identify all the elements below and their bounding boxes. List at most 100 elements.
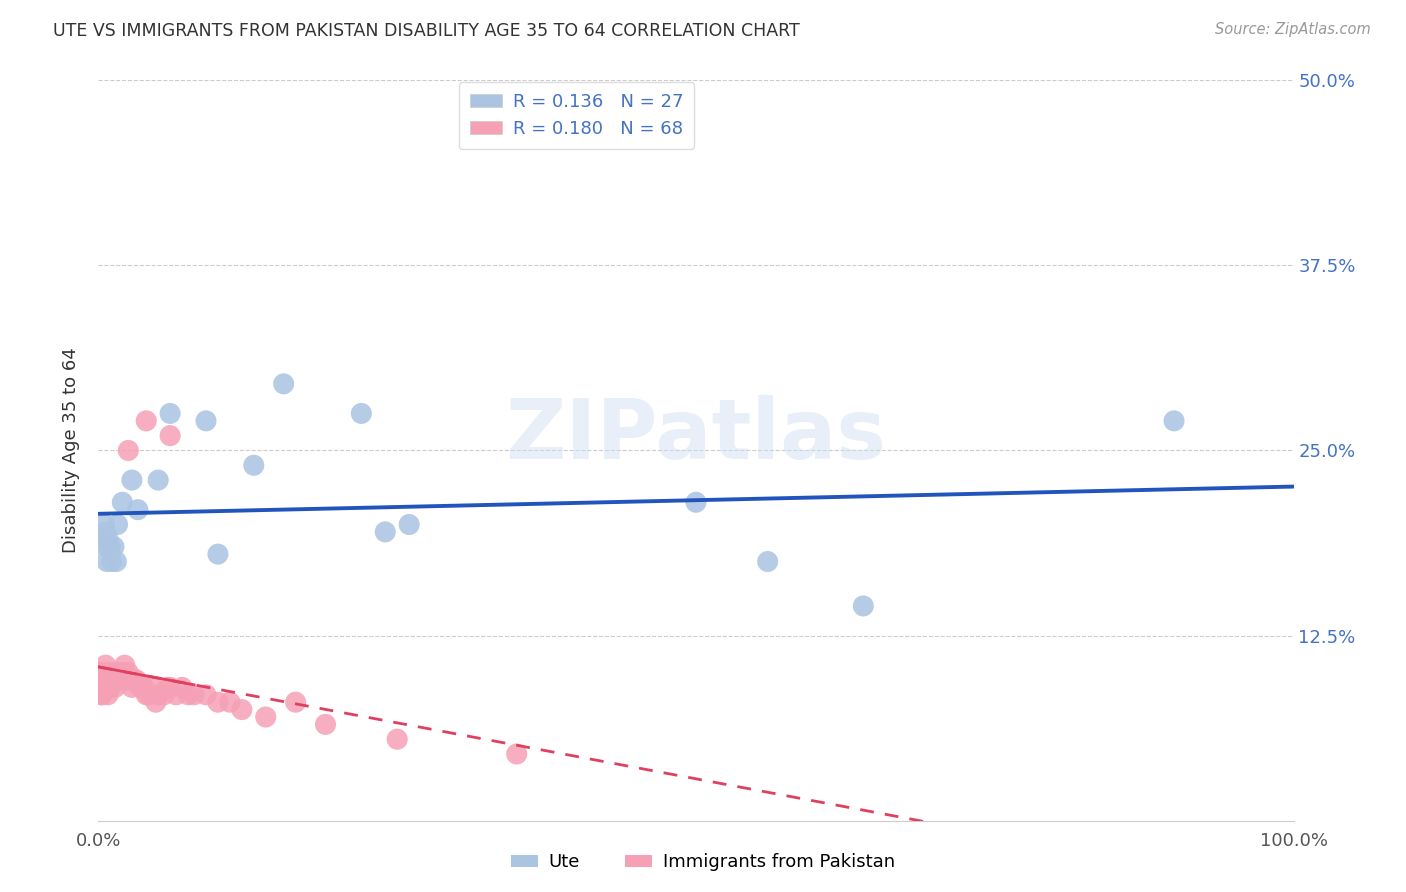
Point	[685, 495, 707, 509]
Point	[159, 428, 181, 442]
Point	[243, 458, 266, 473]
Point	[121, 473, 143, 487]
Point	[350, 407, 373, 421]
Point	[177, 688, 200, 702]
Point	[98, 665, 122, 680]
Point	[165, 688, 187, 702]
Point	[91, 681, 114, 695]
Point	[138, 688, 160, 702]
Point	[90, 665, 112, 680]
Point	[183, 688, 205, 702]
Legend: R = 0.136   N = 27, R = 0.180   N = 68: R = 0.136 N = 27, R = 0.180 N = 68	[458, 82, 695, 149]
Point	[315, 717, 337, 731]
Point	[284, 695, 307, 709]
Point	[91, 673, 114, 687]
Point	[90, 688, 112, 702]
Point	[96, 555, 118, 569]
Point	[111, 665, 134, 680]
Point	[124, 673, 146, 687]
Point	[159, 681, 181, 695]
Point	[121, 681, 143, 695]
Point	[207, 547, 229, 561]
Point	[90, 673, 112, 687]
Point	[93, 665, 115, 680]
Point	[107, 673, 129, 687]
Point	[97, 673, 120, 687]
Point	[120, 673, 142, 687]
Point	[94, 524, 117, 539]
Point	[141, 681, 163, 695]
Point	[100, 673, 122, 687]
Point	[219, 695, 242, 709]
Point	[145, 695, 167, 709]
Point	[98, 540, 121, 554]
Point	[91, 688, 114, 702]
Point	[117, 665, 139, 680]
Point	[98, 681, 121, 695]
Point	[756, 555, 779, 569]
Point	[93, 681, 115, 695]
Point	[105, 555, 128, 569]
Point	[231, 703, 253, 717]
Point	[172, 681, 194, 695]
Point	[100, 555, 122, 569]
Point	[125, 673, 148, 687]
Point	[97, 688, 120, 702]
Point	[135, 688, 157, 702]
Point	[207, 695, 229, 709]
Point	[107, 665, 129, 680]
Point	[115, 673, 138, 687]
Point	[117, 443, 139, 458]
Point	[1163, 414, 1185, 428]
Point	[110, 665, 132, 680]
Point	[96, 665, 118, 680]
Point	[148, 688, 170, 702]
Point	[98, 540, 122, 554]
Point	[103, 540, 125, 554]
Point	[89, 673, 111, 687]
Text: UTE VS IMMIGRANTS FROM PAKISTAN DISABILITY AGE 35 TO 64 CORRELATION CHART: UTE VS IMMIGRANTS FROM PAKISTAN DISABILI…	[53, 22, 800, 40]
Point	[94, 540, 117, 554]
Point	[273, 376, 295, 391]
Point	[132, 681, 155, 695]
Point	[89, 681, 111, 695]
Point	[398, 517, 420, 532]
Point	[90, 681, 112, 695]
Point	[135, 414, 157, 428]
Point	[385, 732, 409, 747]
Point	[108, 665, 131, 680]
Point	[93, 517, 115, 532]
Point	[195, 688, 218, 702]
Point	[98, 681, 122, 695]
Point	[94, 658, 117, 673]
Point	[91, 681, 114, 695]
Point	[89, 665, 111, 680]
Point	[97, 533, 120, 547]
Point	[107, 517, 129, 532]
Point	[159, 407, 181, 421]
Point	[103, 673, 125, 687]
Point	[94, 673, 117, 687]
Text: Source: ZipAtlas.com: Source: ZipAtlas.com	[1215, 22, 1371, 37]
Point	[127, 502, 149, 516]
Point	[111, 495, 134, 509]
Point	[254, 710, 277, 724]
Point	[114, 658, 136, 673]
Y-axis label: Disability Age 35 to 64: Disability Age 35 to 64	[62, 348, 80, 553]
Text: ZIPatlas: ZIPatlas	[506, 395, 886, 476]
Point	[98, 665, 121, 680]
Point	[105, 665, 128, 680]
Point	[852, 599, 875, 613]
Point	[91, 673, 114, 687]
Point	[129, 681, 152, 695]
Point	[506, 747, 529, 761]
Point	[156, 681, 179, 695]
Point	[112, 673, 135, 687]
Point	[148, 473, 170, 487]
Point	[104, 681, 127, 695]
Point	[195, 414, 218, 428]
Point	[153, 688, 176, 702]
Point	[96, 681, 118, 695]
Legend: Ute, Immigrants from Pakistan: Ute, Immigrants from Pakistan	[503, 847, 903, 879]
Point	[101, 665, 124, 680]
